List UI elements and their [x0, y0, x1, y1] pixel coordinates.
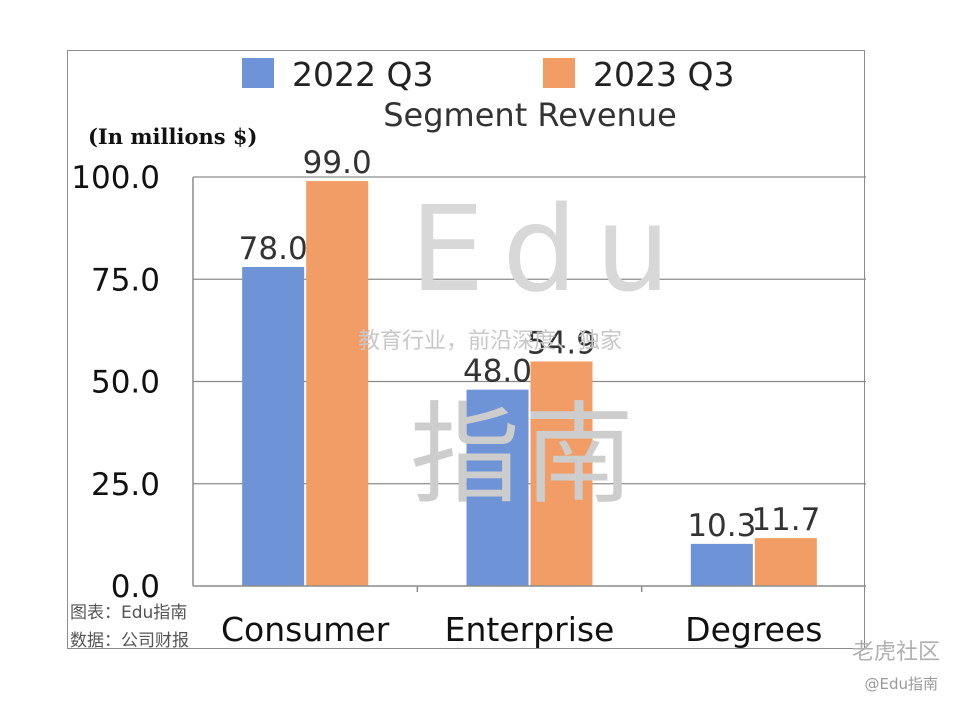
- y-tick-label: 0.0: [111, 569, 160, 605]
- data-label: 48.0: [463, 354, 532, 390]
- data-label: 10.3: [687, 508, 756, 544]
- bar-2023-q3: [306, 181, 369, 586]
- bar-2022-q3: [466, 389, 529, 586]
- data-label: 99.0: [303, 145, 372, 181]
- chart-frame: [67, 50, 865, 649]
- unit-label: (In millions $): [88, 124, 257, 149]
- legend-label-2022-q3: 2022 Q3: [292, 55, 433, 94]
- source-chart-by: 图表：Edu指南: [70, 603, 187, 623]
- legend-swatch-2023-q3: [543, 58, 575, 88]
- chart-title: Segment Revenue: [383, 96, 677, 134]
- x-category-label: Enterprise: [445, 610, 615, 649]
- y-tick-label: 50.0: [91, 365, 160, 401]
- bars: [242, 181, 817, 586]
- axes: [192, 177, 866, 592]
- y-tick-label: 100.0: [71, 160, 160, 196]
- bar-2023-q3: [754, 538, 817, 586]
- corner-brand: 老虎社区: [851, 640, 940, 665]
- corner-handle: @Edu指南: [864, 675, 938, 693]
- gridlines: [193, 176, 866, 485]
- y-tick-label: 25.0: [91, 467, 160, 503]
- legend-swatch-2022-q3: [242, 58, 274, 88]
- x-category-label: Degrees: [685, 610, 822, 649]
- source-data-from: 数据：公司财报: [70, 631, 189, 651]
- y-tick-labels: 0.0 25.0 50.0 75.0 100.0: [71, 160, 160, 605]
- data-label: 11.7: [751, 502, 820, 538]
- legend: 2022 Q3 2023 Q3: [242, 55, 734, 94]
- bar-2022-q3: [690, 543, 753, 586]
- data-label: 78.0: [239, 231, 308, 267]
- data-labels: 78.0 99.0 48.054.9 10.311.7: [239, 145, 821, 544]
- x-category-label: Consumer: [221, 610, 390, 649]
- bar-2023-q3: [530, 361, 593, 586]
- bar-2022-q3: [242, 266, 305, 586]
- legend-label-2023-q3: 2023 Q3: [593, 55, 734, 94]
- x-category-labels: Consumer Enterprise Degrees: [221, 610, 822, 649]
- y-tick-label: 75.0: [91, 262, 160, 298]
- data-label: 54.9: [527, 325, 596, 361]
